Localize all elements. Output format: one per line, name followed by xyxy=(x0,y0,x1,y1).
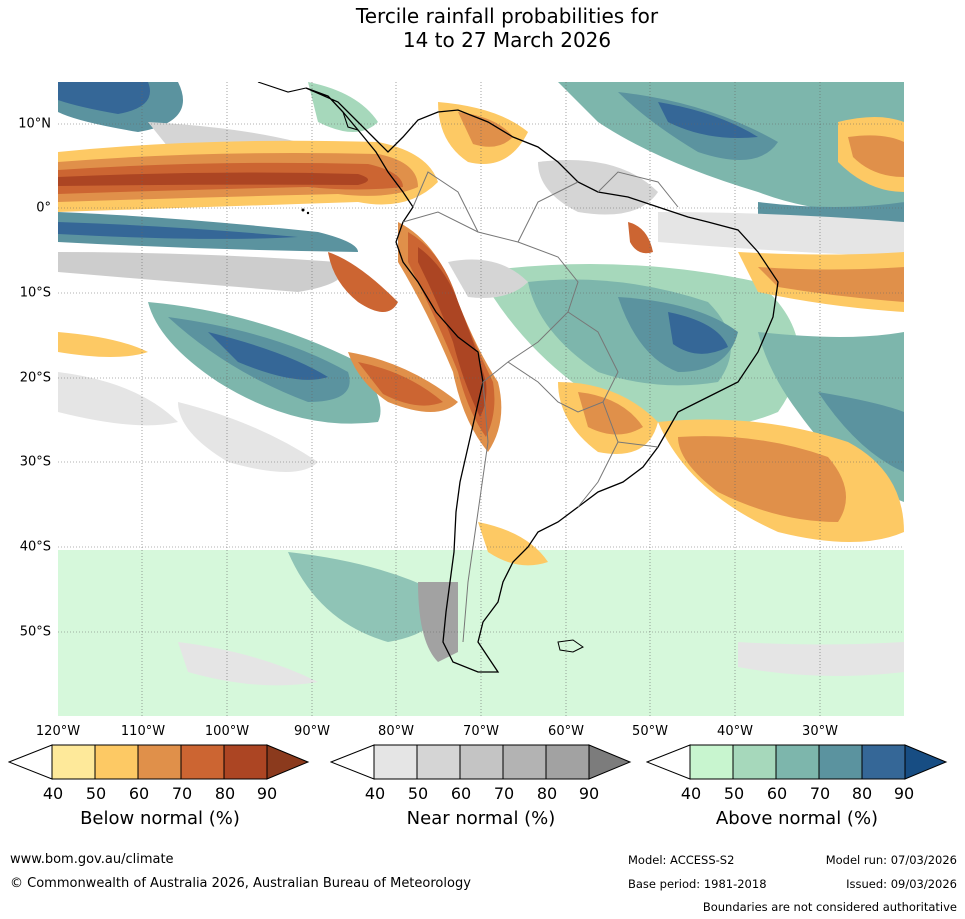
below-tick-80: 80 xyxy=(214,784,236,803)
below-normal-areas xyxy=(58,102,904,566)
near-tick-90: 90 xyxy=(578,784,600,803)
below-colorbar-segment xyxy=(180,744,225,780)
lat-label-10n: 10°N xyxy=(18,116,51,132)
title-line-2: 14 to 27 March 2026 xyxy=(402,28,612,52)
below-colorbar-segment xyxy=(223,744,268,780)
model-run-date: Model run: 07/03/2026 xyxy=(825,853,957,867)
above-colorbar-segment xyxy=(904,744,948,780)
below-tick-70: 70 xyxy=(171,784,193,803)
near-tick-80: 80 xyxy=(536,784,558,803)
lon-label-90w: 90°W xyxy=(294,724,330,739)
below-tick-60: 60 xyxy=(128,784,150,803)
lon-label-80w: 80°W xyxy=(378,724,414,739)
below-normal-title: Below normal (%) xyxy=(80,808,240,829)
lon-label-70w: 70°W xyxy=(463,724,499,739)
lon-label-50w: 50°W xyxy=(632,724,668,739)
lon-label-30w: 30°W xyxy=(802,724,838,739)
above-tick-80: 80 xyxy=(851,784,873,803)
below-colorbar-segment xyxy=(137,744,182,780)
lat-label-10s: 10°S xyxy=(19,285,51,301)
near-tick-40: 40 xyxy=(364,784,386,803)
above-colorbar-segment xyxy=(861,744,906,780)
below-tick-40: 40 xyxy=(42,784,64,803)
above-normal-areas xyxy=(58,82,904,716)
near-colorbar-segment xyxy=(588,744,632,780)
website-link[interactable]: www.bom.gov.au/climate xyxy=(10,852,174,867)
below-colorbar-segment xyxy=(51,744,96,780)
lon-label-120w: 120°W xyxy=(35,724,81,739)
above-tick-50: 50 xyxy=(723,784,745,803)
near-colorbar-segment xyxy=(545,744,590,780)
lat-label-20s: 20°S xyxy=(19,370,51,386)
below-colorbar-segment xyxy=(266,744,310,780)
country-borders xyxy=(402,171,679,643)
model-name: Model: ACCESS-S2 xyxy=(628,853,735,867)
lon-label-60w: 60°W xyxy=(548,724,584,739)
near-normal-title: Near normal (%) xyxy=(406,808,556,829)
above-tick-60: 60 xyxy=(766,784,788,803)
boundaries-note: Boundaries are not considered authoritat… xyxy=(702,900,957,914)
above-colorbar-segment xyxy=(689,744,734,780)
map-svg xyxy=(58,82,904,716)
above-colorbar-segment xyxy=(732,744,777,780)
lon-label-110w: 110°W xyxy=(120,724,166,739)
galapagos-islands xyxy=(301,208,310,215)
near-tick-50: 50 xyxy=(407,784,429,803)
lon-label-40w: 40°W xyxy=(717,724,753,739)
copyright-text: © Commonwealth of Australia 2026, Austra… xyxy=(10,876,471,891)
above-colorbar-segment xyxy=(818,744,863,780)
near-colorbar-segment xyxy=(373,744,418,780)
lat-label-50s: 50°S xyxy=(19,624,51,640)
below-tick-90: 90 xyxy=(256,784,278,803)
probability-map xyxy=(58,82,904,716)
issued-date: Issued: 09/03/2026 xyxy=(846,877,957,891)
lat-label-40s: 40°S xyxy=(19,539,51,555)
near-tick-70: 70 xyxy=(493,784,515,803)
above-tick-90: 90 xyxy=(893,784,915,803)
south-america-coastline xyxy=(305,87,779,673)
below-colorbar-segment xyxy=(94,744,139,780)
base-period: Base period: 1981-2018 xyxy=(628,877,767,891)
above-normal-colorbar xyxy=(646,744,948,780)
chart-title: Tercile rainfall probabilities for 14 to… xyxy=(0,4,965,52)
above-colorbar-segment xyxy=(775,744,820,780)
near-tick-60: 60 xyxy=(450,784,472,803)
above-tick-40: 40 xyxy=(680,784,702,803)
falklands-coastline xyxy=(557,639,584,653)
title-line-1: Tercile rainfall probabilities for xyxy=(355,4,659,28)
below-tick-50: 50 xyxy=(85,784,107,803)
above-tick-70: 70 xyxy=(809,784,831,803)
central-america-coastline xyxy=(257,82,359,131)
graticule xyxy=(58,82,904,716)
below-normal-colorbar xyxy=(8,744,310,780)
above-normal-title: Above normal (%) xyxy=(715,808,879,829)
near-colorbar-segment xyxy=(459,744,504,780)
near-normal-colorbar xyxy=(330,744,632,780)
lat-label-30s: 30°S xyxy=(19,454,51,470)
lat-label-0: 0° xyxy=(36,200,51,216)
lon-label-100w: 100°W xyxy=(204,724,250,739)
near-colorbar-segment xyxy=(416,744,461,780)
near-colorbar-segment xyxy=(502,744,547,780)
